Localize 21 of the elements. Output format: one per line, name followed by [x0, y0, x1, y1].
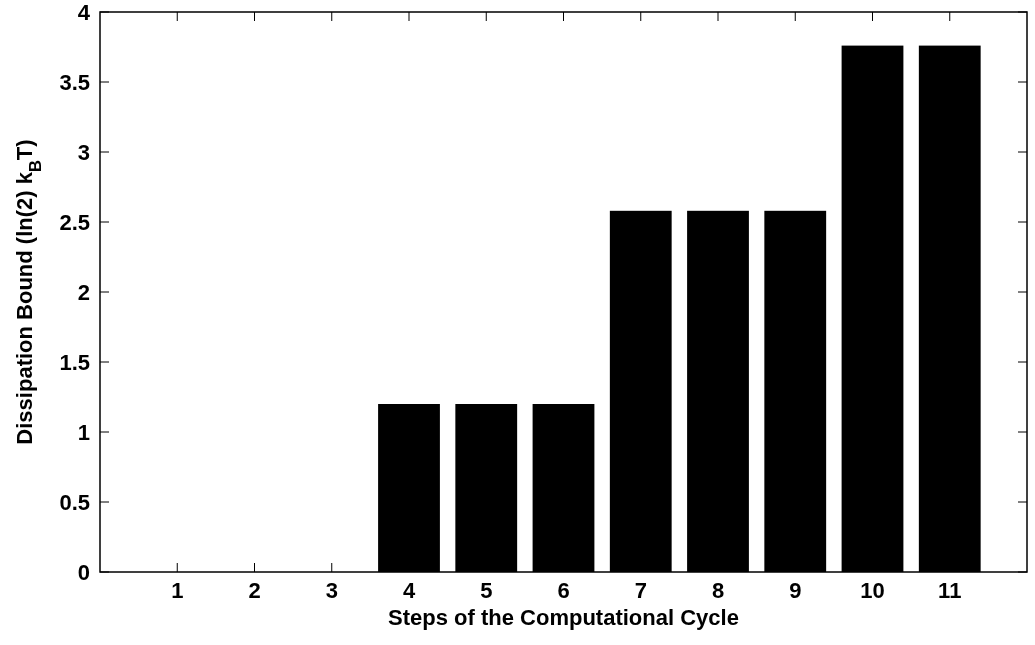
x-tick-label: 2 [248, 578, 261, 603]
x-tick-label: 1 [171, 578, 184, 603]
x-tick-label: 8 [711, 578, 725, 603]
y-tick-label: 2.5 [59, 209, 90, 235]
x-tick-label: 6 [557, 578, 570, 603]
y-tick-label: 1.5 [59, 349, 90, 375]
y-tick-label: 1 [77, 419, 90, 445]
x-tick-label: 5 [480, 578, 493, 603]
y-tick-label: 0.5 [59, 489, 90, 515]
y-tick-label: 0 [77, 559, 90, 585]
x-tick-label: 11 [938, 578, 962, 603]
y-tick-label: 4 [77, 0, 91, 25]
y-tick-label: 2 [77, 279, 90, 305]
y-tick-label: 3 [77, 139, 90, 165]
x-tick-label: 9 [789, 578, 802, 603]
y-tick-label: 3.5 [59, 69, 90, 95]
x-tick-label: 4 [402, 578, 416, 603]
x-tick-label: 7 [634, 578, 647, 603]
x-axis-title: Steps of the Computational Cycle [388, 605, 739, 630]
x-tick-label: 3 [325, 578, 338, 603]
x-tick-label: 10 [860, 578, 885, 603]
